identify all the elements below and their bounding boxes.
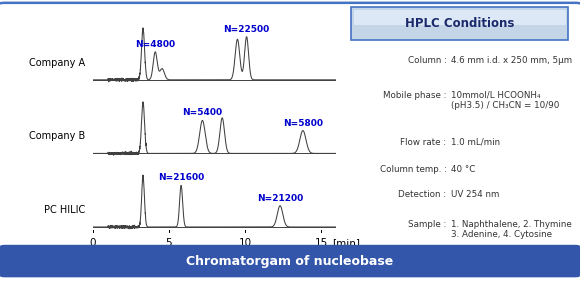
Text: Column temp. :: Column temp. :	[379, 165, 447, 174]
Text: Sample :: Sample :	[408, 220, 447, 229]
Text: [min]: [min]	[332, 238, 360, 248]
Text: 10mmol/L HCOONH₄
(pH3.5) / CH₃CN = 10/90: 10mmol/L HCOONH₄ (pH3.5) / CH₃CN = 10/90	[451, 91, 559, 110]
Text: Detection :: Detection :	[398, 190, 447, 199]
Text: N=21200: N=21200	[257, 194, 303, 203]
Text: N=21600: N=21600	[158, 173, 204, 182]
Text: UV 254 nm: UV 254 nm	[451, 190, 499, 199]
Text: 4.6 mm i.d. x 250 mm, 5μm: 4.6 mm i.d. x 250 mm, 5μm	[451, 55, 572, 65]
Text: 40 °C: 40 °C	[451, 165, 476, 174]
Text: N=4800: N=4800	[135, 40, 175, 49]
Text: N=22500: N=22500	[223, 25, 270, 34]
Text: PC HILIC: PC HILIC	[44, 205, 85, 215]
Text: Chromatorgam of nucleobase: Chromatorgam of nucleobase	[186, 255, 394, 268]
Text: 15: 15	[314, 238, 328, 248]
Text: Column :: Column :	[408, 55, 447, 65]
Text: Mobile phase :: Mobile phase :	[383, 91, 447, 100]
Text: HPLC Conditions: HPLC Conditions	[405, 17, 514, 30]
Text: 1. Naphthalene, 2. Thymine
3. Adenine, 4. Cytosine: 1. Naphthalene, 2. Thymine 3. Adenine, 4…	[451, 220, 572, 239]
Text: 10: 10	[238, 238, 252, 248]
Text: Company A: Company A	[30, 58, 85, 68]
Text: 0: 0	[89, 238, 96, 248]
Text: Flow rate :: Flow rate :	[400, 138, 447, 147]
Text: N=5800: N=5800	[283, 119, 323, 128]
Text: Company B: Company B	[29, 131, 85, 142]
Text: 1.0 mL/min: 1.0 mL/min	[451, 138, 500, 147]
Text: N=5400: N=5400	[182, 108, 223, 117]
Text: 5: 5	[166, 238, 172, 248]
